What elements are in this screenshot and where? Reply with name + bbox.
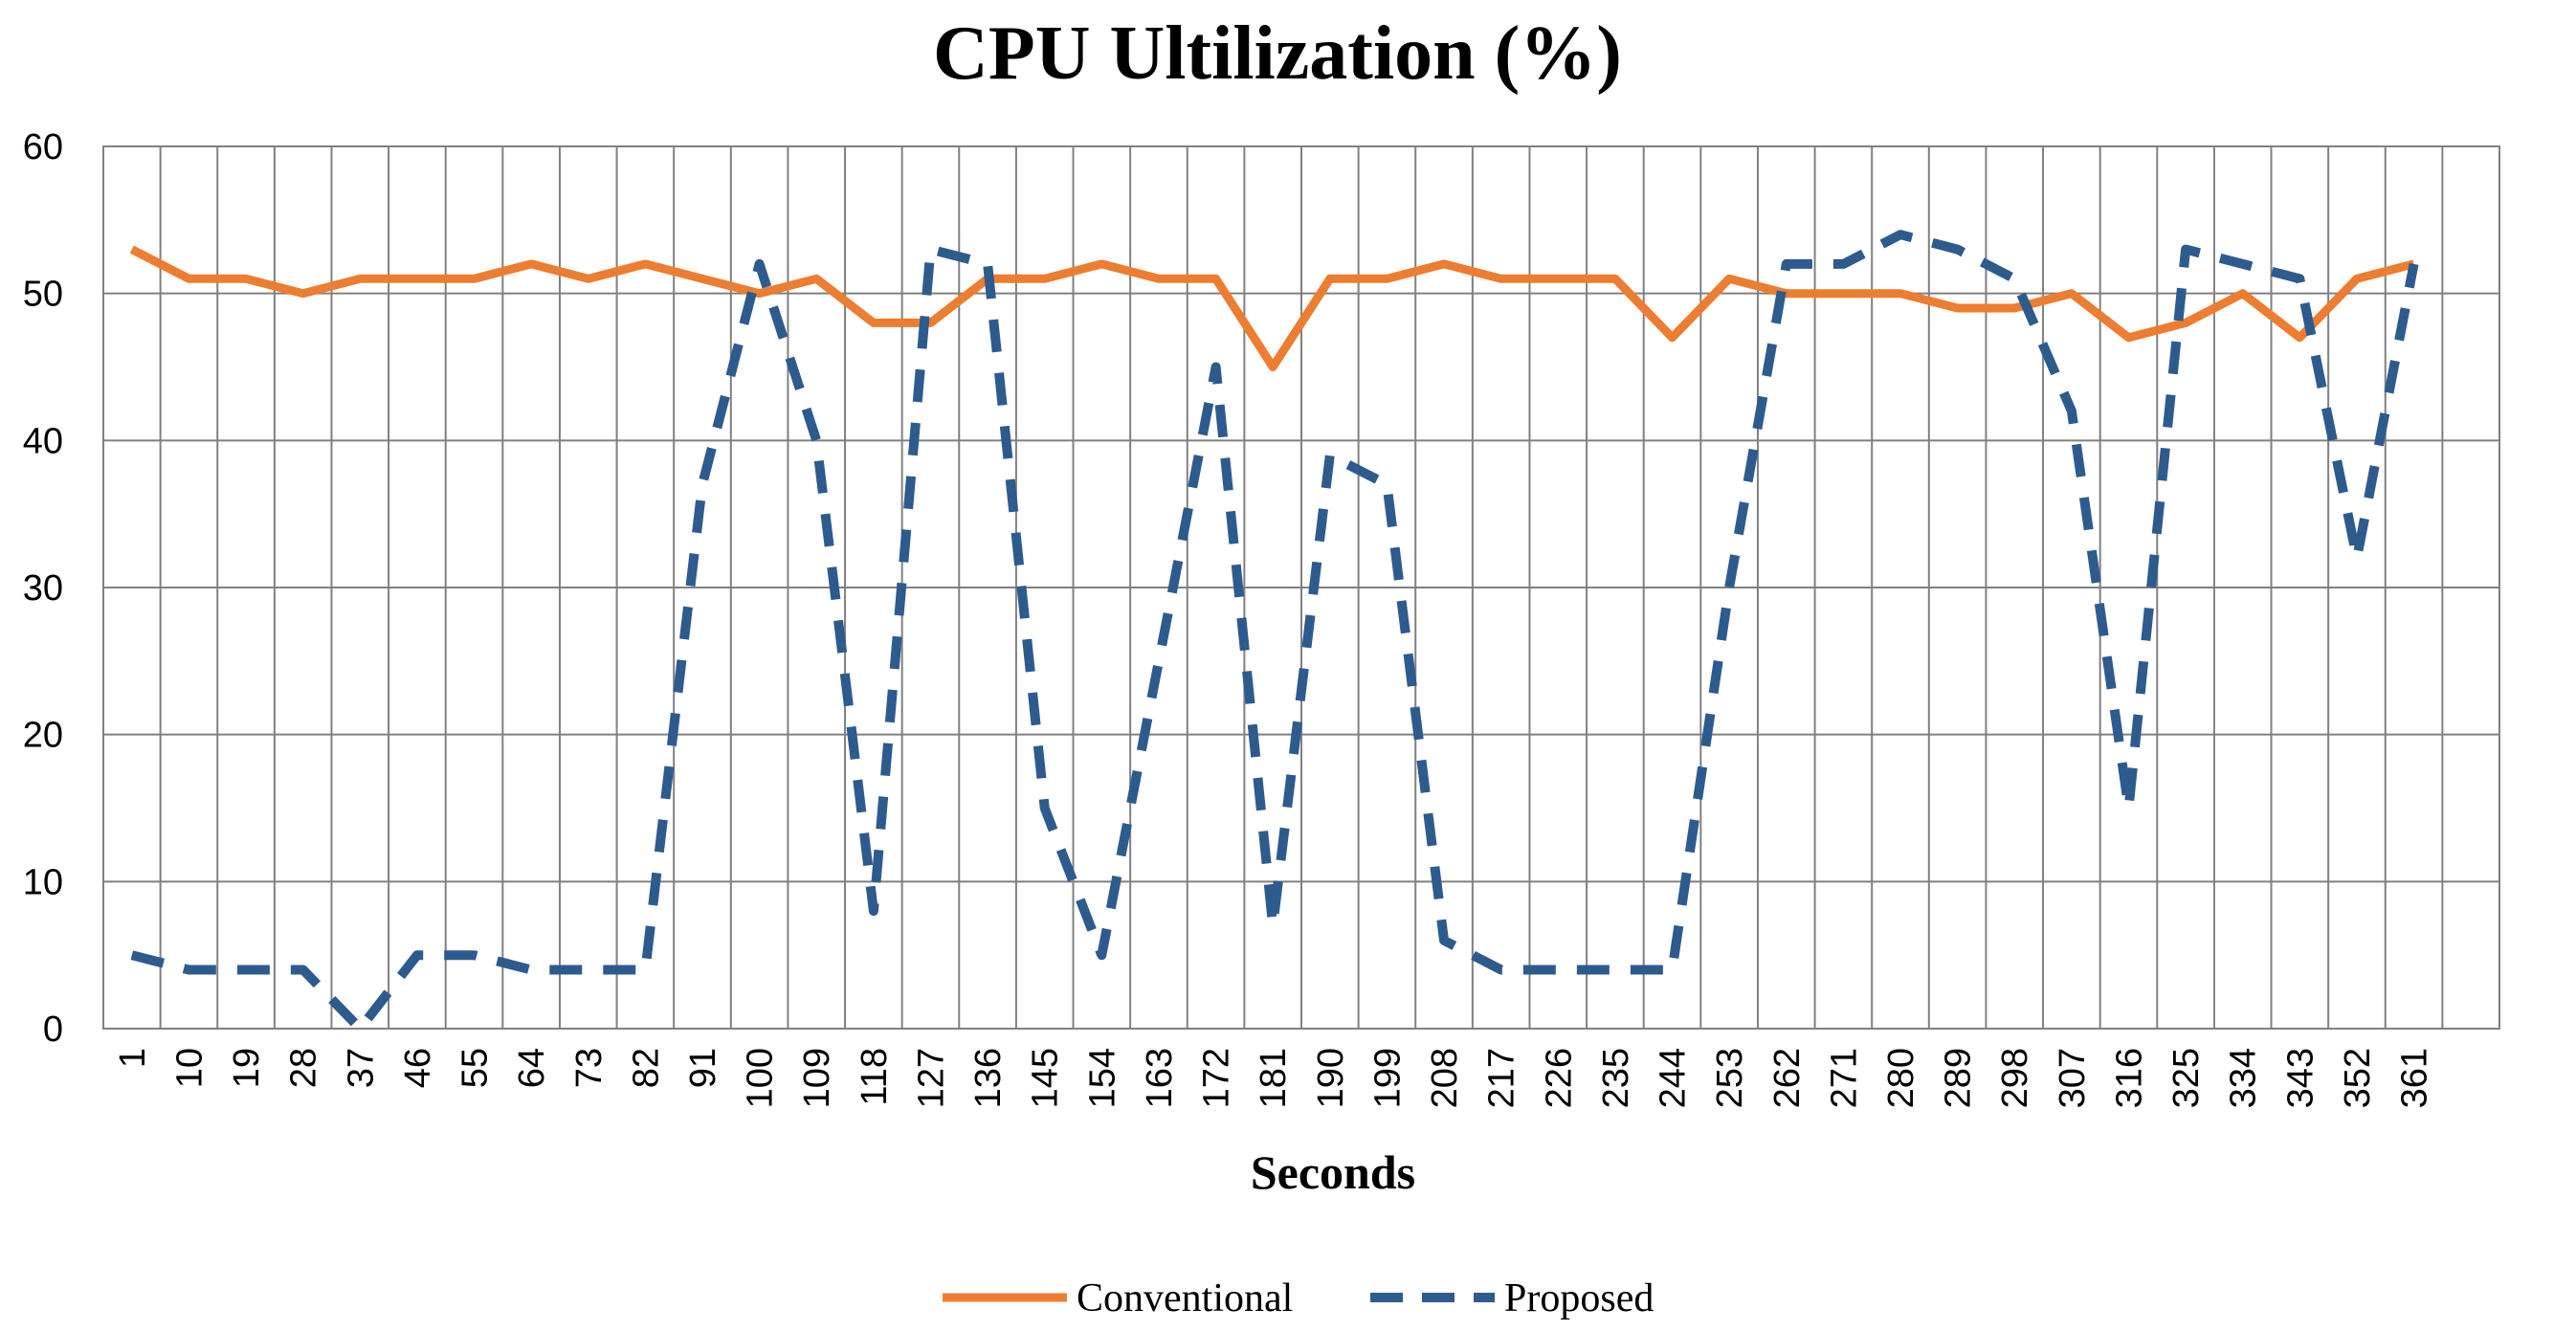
- legend-label-proposed: Proposed: [1504, 1276, 1654, 1320]
- x-tick-label: 235: [1596, 1048, 1636, 1108]
- x-tick-label: 271: [1824, 1048, 1864, 1108]
- x-tick-label: 289: [1939, 1048, 1979, 1108]
- y-tick-label: 40: [23, 421, 63, 461]
- x-tick-label: 82: [626, 1048, 666, 1088]
- x-tick-label: 19: [227, 1048, 267, 1088]
- x-tick-label: 109: [797, 1048, 837, 1108]
- chart-title: CPU Ultilization (%): [933, 11, 1622, 96]
- x-tick-label: 199: [1367, 1048, 1408, 1108]
- y-tick-label: 30: [23, 568, 63, 609]
- x-tick-label: 64: [512, 1048, 552, 1088]
- x-tick-label: 190: [1311, 1048, 1351, 1108]
- legend: Conventional Proposed: [943, 1276, 1654, 1320]
- x-tick-label: 1: [113, 1048, 153, 1068]
- x-tick-label: 28: [284, 1048, 324, 1088]
- x-tick-label: 280: [1881, 1048, 1921, 1108]
- x-tick-label: 352: [2338, 1048, 2378, 1108]
- x-tick-label: 325: [2166, 1048, 2207, 1108]
- x-tick-label: 118: [855, 1048, 895, 1106]
- x-tick-label: 154: [1082, 1048, 1122, 1108]
- x-tick-label: 244: [1654, 1048, 1694, 1108]
- x-tick-label: 100: [741, 1048, 781, 1108]
- x-tick-label: 127: [911, 1048, 951, 1108]
- x-tick-label: 298: [1995, 1048, 2035, 1108]
- x-tick-label: 217: [1482, 1048, 1522, 1108]
- x-tick-label: 181: [1254, 1048, 1294, 1108]
- x-tick-label: 91: [683, 1048, 723, 1088]
- x-tick-label: 334: [2224, 1048, 2264, 1108]
- series-lines: [129, 230, 2419, 1033]
- x-tick-label: 37: [341, 1048, 381, 1088]
- y-axis-ticks: 0 10 20 30 40 50 60: [23, 127, 63, 1050]
- x-tick-label: 361: [2395, 1048, 2435, 1108]
- legend-label-conventional: Conventional: [1077, 1276, 1293, 1320]
- y-tick-label: 10: [23, 862, 63, 902]
- x-tick-label: 343: [2280, 1048, 2321, 1108]
- x-tick-label: 145: [1026, 1048, 1066, 1108]
- x-tick-label: 226: [1539, 1048, 1579, 1108]
- x-tick-label: 262: [1767, 1048, 1808, 1108]
- x-tick-label: 46: [398, 1048, 438, 1088]
- x-tick-label: 307: [2053, 1048, 2093, 1108]
- y-tick-label: 0: [43, 1009, 63, 1050]
- x-tick-label: 316: [2109, 1048, 2149, 1108]
- x-tick-label: 253: [1710, 1048, 1750, 1108]
- y-tick-label: 20: [23, 716, 63, 756]
- x-tick-label: 208: [1425, 1048, 1465, 1108]
- x-tick-label: 163: [1140, 1048, 1180, 1108]
- grid: [103, 145, 2499, 1030]
- x-tick-label: 73: [569, 1048, 610, 1088]
- x-axis-label: Seconds: [1251, 1145, 1415, 1199]
- x-tick-label: 172: [1197, 1048, 1237, 1108]
- x-tick-label: 55: [455, 1048, 496, 1088]
- series-line-conventional: [129, 245, 2415, 371]
- x-tick-label: 136: [968, 1048, 1009, 1108]
- x-axis-ticks: 1 10 19 28 37 46 55 64 73 82 91 100 109 118 127 136 145 1…: [113, 1048, 2435, 1108]
- y-tick-label: 50: [23, 275, 63, 315]
- y-tick-label: 60: [23, 127, 63, 167]
- series-line-proposed: [130, 230, 2419, 1033]
- x-tick-label: 10: [169, 1048, 210, 1088]
- plot-frame: [102, 145, 2500, 1030]
